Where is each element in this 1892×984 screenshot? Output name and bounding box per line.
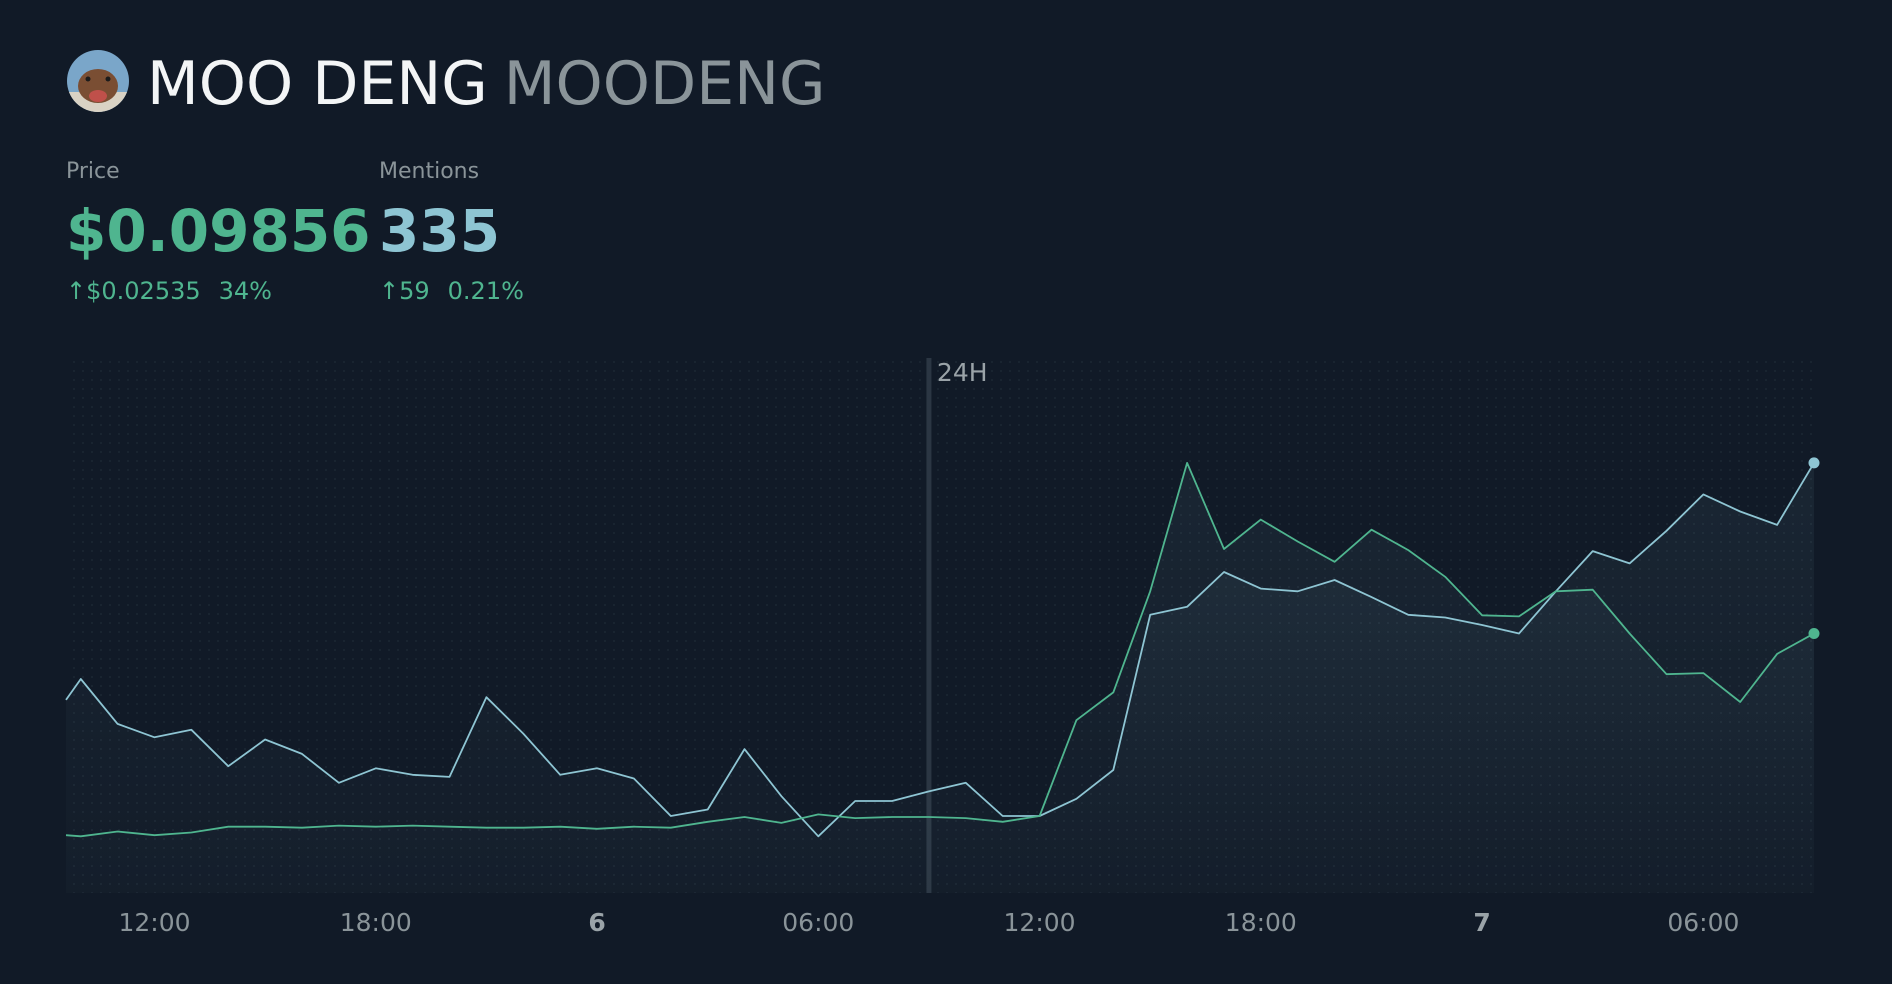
series-end-dot	[1808, 457, 1820, 469]
stat-value: $0.09856	[66, 197, 371, 265]
stat-value: 335	[379, 197, 500, 265]
x-tick-label: 7	[1473, 908, 1490, 937]
stat-change: ↑59	[379, 277, 430, 305]
x-tick-label: 12:00	[1004, 908, 1076, 937]
stat-label: Price	[66, 159, 120, 184]
stat-change-pct: 0.21%	[448, 277, 524, 305]
chart: 12:00 18:00 6 06:00 12:00 18:00 7 06:00 24H	[65, 358, 1820, 937]
x-tick-label: 06:00	[782, 908, 854, 937]
title: MOO DENG	[147, 49, 488, 119]
stat-change-pct: 34%	[219, 277, 272, 305]
stat-label: Mentions	[379, 159, 479, 184]
x-tick-label: 18:00	[1225, 908, 1297, 937]
x-tick-label: 12:00	[118, 908, 190, 937]
marker-label: 24H	[937, 358, 988, 387]
stat-change: ↑$0.02535	[66, 277, 201, 305]
series-line	[65, 462, 1815, 838]
series-end-dot	[1808, 628, 1820, 640]
x-tick-label: 6	[588, 908, 605, 937]
series-area	[66, 462, 1814, 893]
avatar	[67, 50, 129, 112]
x-tick-label: 18:00	[340, 908, 412, 937]
x-tick-label: 06:00	[1667, 908, 1739, 937]
stats: Price $0.09856 ↑$0.02535 34% Mentions 335 ↑59 0…	[66, 159, 524, 305]
ticker: MOODENG	[504, 49, 826, 119]
